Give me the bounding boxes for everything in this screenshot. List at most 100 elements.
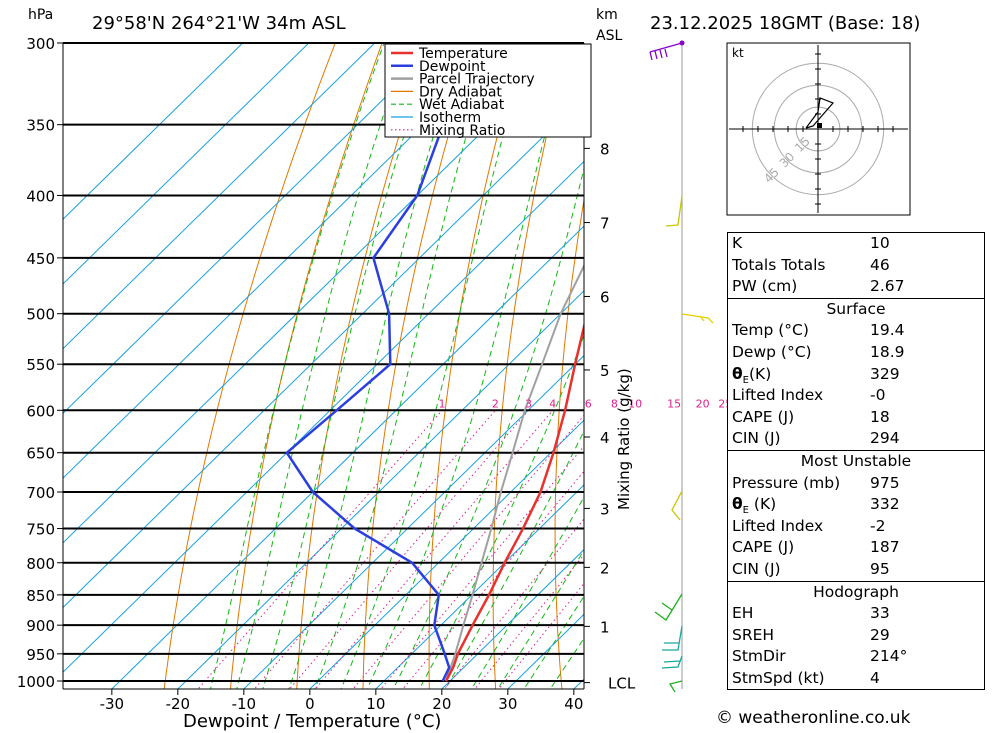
mixing-ratio-line (253, 409, 496, 689)
km-tick-label: 3 (600, 500, 610, 518)
pressure-label: 850 (26, 587, 55, 605)
surface-cape-row: CAPE (J) 18 (728, 407, 984, 429)
isotherm-line (63, 43, 310, 285)
wind-barb-900 (662, 625, 683, 651)
pressure-label: 550 (26, 356, 55, 374)
mu-li-row: Lifted Index -2 (728, 516, 984, 538)
wind-barb-500 (681, 313, 714, 324)
wind-barb-1000 (668, 680, 683, 693)
x-tick-label: 30 (498, 695, 517, 713)
wet-adiabat-line (523, 595, 584, 689)
legend-label: Parcel Trajectory (419, 72, 535, 88)
row-value: 33 (870, 604, 890, 623)
mixing-ratio-label: 2 (492, 397, 499, 410)
isotherm-line (63, 43, 508, 479)
pressure-label: 600 (26, 402, 55, 420)
index-label: Totals Totals (732, 255, 826, 274)
row-label: EH (732, 604, 754, 623)
surface-temp-row: Temp (°C) 19.4 (728, 320, 984, 342)
isotherm-line (63, 43, 244, 220)
isotherm-line (63, 160, 584, 673)
x-tick-label: 0 (305, 695, 315, 713)
pressure-label: 800 (26, 555, 55, 573)
row-label: θE(K) (732, 364, 771, 386)
km-tick-label: 7 (600, 215, 610, 233)
wet-adiabat-line (366, 43, 570, 689)
pressure-label: 350 (26, 117, 55, 135)
row-value: 18.9 (870, 342, 905, 361)
surface-dewp-row: Dewp (°C) 18.9 (728, 342, 984, 364)
wind-barb-950 (661, 655, 683, 669)
isotherm-line (441, 548, 584, 689)
hodograph-unit-label: kt (732, 46, 744, 60)
theta-symbol: θ (732, 364, 743, 383)
mixing-ratio-label: 1 (438, 397, 445, 410)
index-value: 46 (870, 255, 890, 274)
hodograph-stats-title: Hodograph (813, 582, 899, 601)
mu-theta-row: θE (K) 332 (728, 494, 984, 516)
isotherm-line (177, 290, 584, 689)
stmdir-row: StmDir 214° (728, 646, 984, 668)
surface-cin-row: CIN (J) 294 (728, 428, 984, 450)
location-title: 29°58'N 264°21'W 34m ASL (92, 13, 346, 34)
asl-label: ASL (596, 28, 622, 44)
surface-li-row: Lifted Index -0 (728, 385, 984, 407)
index-row-k: K 10 (728, 233, 984, 255)
row-label: Pressure (mb) (732, 473, 841, 492)
row-value: 18 (870, 407, 890, 426)
km-tick-label: 1 (600, 618, 610, 636)
row-value: 29 (870, 625, 890, 644)
pressure-label: 750 (26, 521, 55, 539)
dry-adiabat-line (989, 25, 1000, 712)
hodograph-trace (805, 97, 835, 129)
surface-theta-row: θE(K) 329 (728, 364, 984, 386)
row-label: CAPE (J) (732, 407, 795, 426)
temperature-line (444, 321, 584, 682)
dry-adiabat-line (554, 197, 584, 689)
isotherm-line (111, 225, 584, 689)
most-unstable-title: Most Unstable (800, 451, 912, 470)
dry-adiabat-line (362, 43, 477, 689)
row-label: CIN (J) (732, 559, 781, 578)
x-tick-label: 40 (564, 695, 583, 713)
row-label: θE (K) (732, 494, 776, 516)
km-label: km (596, 7, 618, 23)
pressure-label: 300 (26, 35, 55, 53)
row-value: 329 (870, 364, 900, 383)
row-value: -0 (870, 386, 886, 405)
row-value: 214° (870, 647, 908, 666)
isotherm-line (375, 484, 584, 689)
legend-label: Temperature (418, 46, 508, 62)
row-value: -2 (870, 516, 886, 535)
wind-barb-400 (665, 195, 683, 227)
index-row-pw: PW (cm) 2.67 (728, 276, 984, 298)
pressure-label: 650 (26, 445, 55, 463)
wind-barb-700 (671, 490, 683, 521)
wind-barb-850 (654, 593, 683, 621)
index-label: PW (cm) (732, 277, 798, 296)
wet-adiabat-line (236, 43, 409, 689)
mixing-ratio-line (197, 409, 443, 689)
x-tick-label: -30 (100, 695, 125, 713)
isotherm-line (63, 43, 376, 350)
pressure-label: 1000 (17, 673, 55, 691)
indices-panel: K 10 Totals Totals 46 PW (cm) 2.67 Surfa… (727, 232, 985, 691)
x-tick-label: 10 (366, 695, 385, 713)
dry-adiabat-line (296, 43, 430, 689)
mixing-ratio-label: 8 (611, 397, 618, 410)
mixing-ratio-line (443, 518, 584, 689)
index-row-totals: Totals Totals 46 (728, 255, 984, 277)
row-value: 4 (870, 668, 880, 687)
eh-row: EH 33 (728, 603, 984, 625)
theta-sub: E (742, 505, 749, 517)
dry-adiabat-line (428, 43, 523, 689)
mixing-ratio-line (402, 470, 584, 689)
row-label: SREH (732, 625, 775, 644)
copyright-text: © weatheronline.co.uk (716, 708, 911, 728)
mu-pressure-row: Pressure (mb) 975 (728, 473, 984, 495)
mixing-ratio-line (380, 445, 584, 689)
lcl-label: LCL (608, 675, 636, 693)
x-tick-label: -10 (232, 695, 257, 713)
mu-cape-row: CAPE (J) 187 (728, 537, 984, 559)
